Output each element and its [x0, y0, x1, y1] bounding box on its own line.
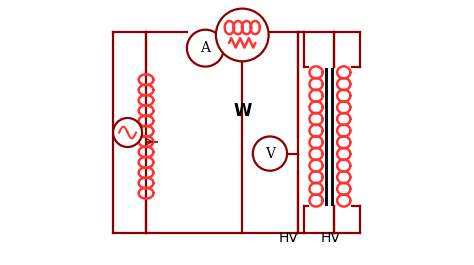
Text: W: W: [233, 102, 252, 120]
Circle shape: [187, 30, 224, 67]
Circle shape: [113, 118, 142, 147]
Circle shape: [253, 136, 287, 171]
Text: A: A: [201, 41, 210, 55]
Text: HV: HV: [320, 231, 340, 245]
Text: V: V: [265, 147, 275, 161]
Text: HV: HV: [278, 231, 298, 245]
Circle shape: [216, 8, 269, 61]
